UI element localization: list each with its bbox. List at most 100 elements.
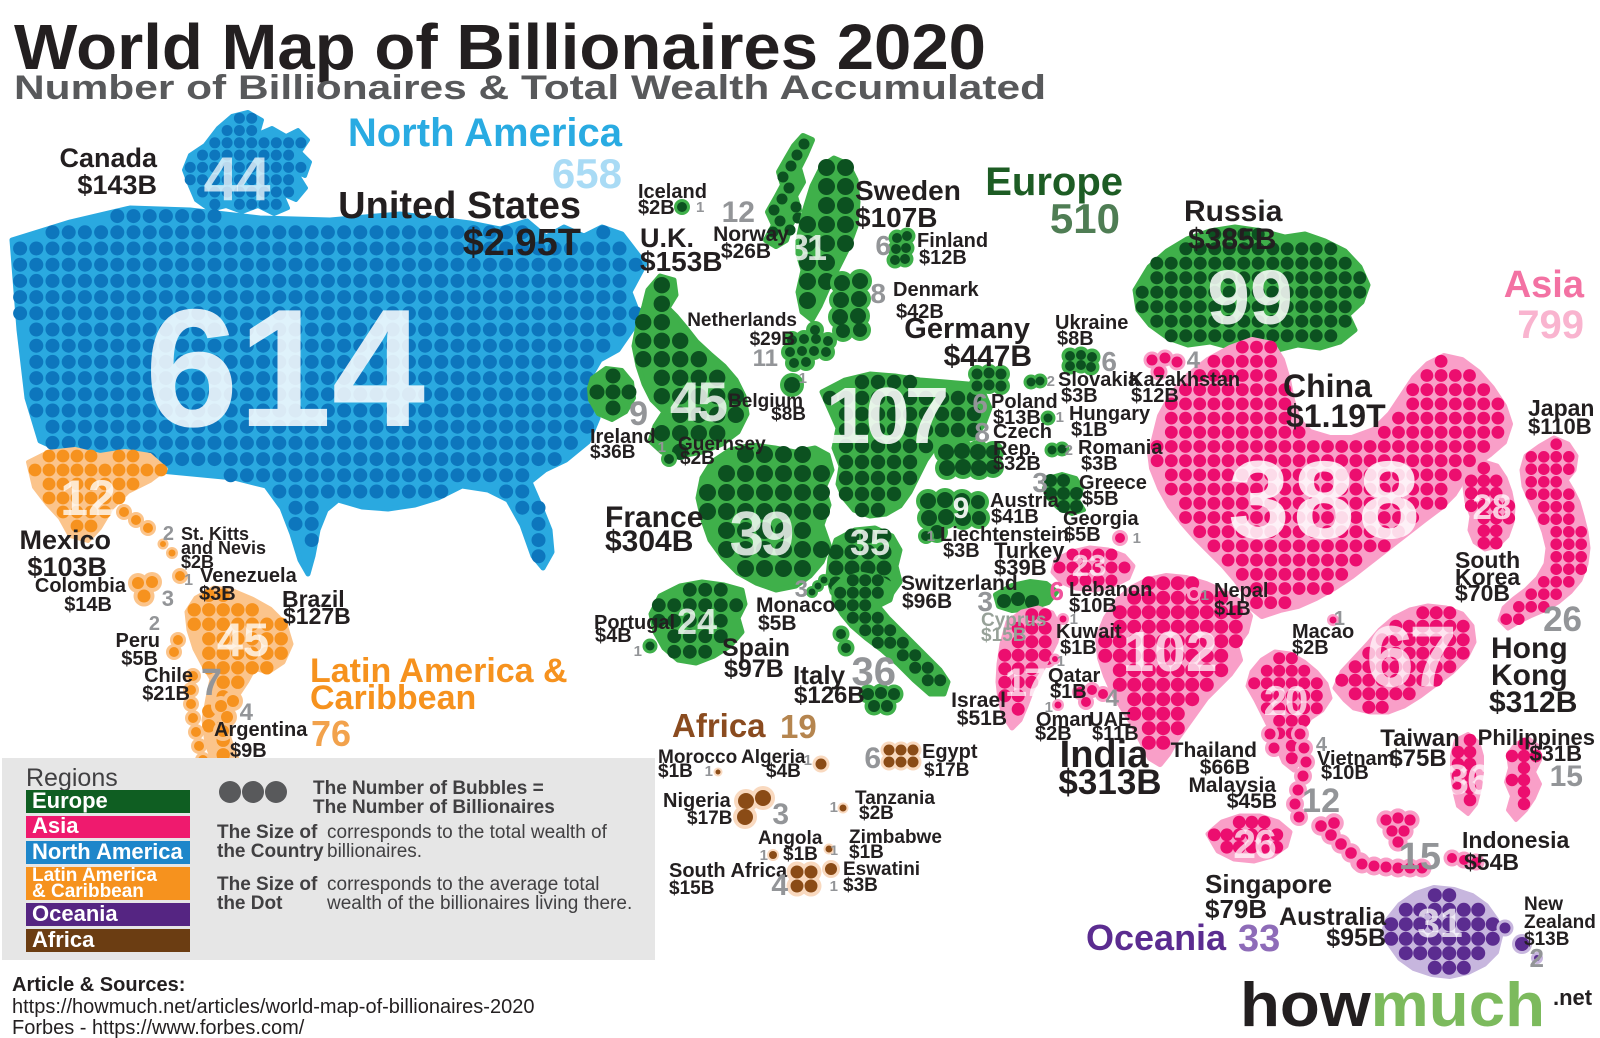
svg-text:9: 9 bbox=[953, 492, 970, 525]
svg-text:$14B: $14B bbox=[64, 594, 112, 616]
svg-text:Slovakia: Slovakia bbox=[1058, 369, 1140, 391]
svg-text:$66B: $66B bbox=[1200, 756, 1250, 779]
svg-text:$12B: $12B bbox=[1131, 385, 1179, 407]
svg-text:$4B: $4B bbox=[766, 761, 801, 782]
svg-text:$8B: $8B bbox=[771, 404, 806, 425]
svg-text:Lebanon: Lebanon bbox=[1069, 579, 1152, 601]
svg-text:Liechtenstein: Liechtenstein bbox=[940, 524, 1069, 546]
svg-text:Kong: Kong bbox=[1491, 659, 1568, 692]
svg-text:4: 4 bbox=[240, 699, 254, 726]
svg-text:Korea: Korea bbox=[1455, 564, 1520, 590]
svg-text:7: 7 bbox=[201, 662, 222, 704]
svg-text:$1B: $1B bbox=[1214, 598, 1251, 620]
svg-text:United States: United States bbox=[338, 185, 581, 227]
svg-text:$5B: $5B bbox=[758, 612, 797, 635]
svg-text:$304B: $304B bbox=[605, 525, 693, 558]
svg-text:New: New bbox=[1524, 894, 1563, 915]
svg-text:$13B: $13B bbox=[1524, 929, 1569, 950]
svg-text:2: 2 bbox=[163, 523, 174, 545]
svg-text:Finland: Finland bbox=[917, 230, 988, 252]
svg-text:$10B: $10B bbox=[1069, 595, 1117, 617]
svg-text:Australia: Australia bbox=[1279, 903, 1387, 931]
svg-text:12: 12 bbox=[1302, 782, 1340, 820]
svg-text:26: 26 bbox=[1543, 600, 1582, 639]
svg-text:$11B: $11B bbox=[1092, 723, 1139, 745]
svg-text:Qatar: Qatar bbox=[1048, 665, 1100, 687]
svg-text:67: 67 bbox=[1366, 609, 1454, 705]
svg-text:Poland: Poland bbox=[991, 391, 1058, 413]
svg-text:Latin America: Latin America bbox=[32, 865, 157, 886]
svg-text:$26B: $26B bbox=[721, 240, 771, 263]
svg-text:$31B: $31B bbox=[1529, 741, 1582, 766]
svg-text:Algeria: Algeria bbox=[741, 747, 806, 768]
svg-text:28: 28 bbox=[1473, 488, 1512, 527]
svg-text:1: 1 bbox=[1133, 530, 1141, 547]
svg-text:1: 1 bbox=[799, 370, 807, 387]
svg-text:$15B: $15B bbox=[669, 878, 714, 899]
svg-text:$2B: $2B bbox=[638, 197, 675, 219]
svg-text:Asia: Asia bbox=[32, 813, 79, 838]
svg-text:$110B: $110B bbox=[1528, 414, 1592, 439]
svg-text:$143B: $143B bbox=[77, 170, 157, 200]
svg-text:Canada: Canada bbox=[59, 143, 158, 173]
svg-text:$21B: $21B bbox=[142, 683, 190, 705]
svg-text:$1B: $1B bbox=[1050, 681, 1087, 703]
svg-text:2: 2 bbox=[1065, 442, 1073, 459]
svg-text:Zimbabwe: Zimbabwe bbox=[849, 827, 942, 848]
svg-text:Greece: Greece bbox=[1079, 472, 1147, 494]
svg-text:Hungary: Hungary bbox=[1069, 403, 1151, 425]
svg-text:$3B: $3B bbox=[1061, 385, 1098, 407]
svg-text:North America: North America bbox=[32, 839, 184, 864]
svg-text:Malaysia: Malaysia bbox=[1188, 774, 1276, 797]
svg-text:Philippines: Philippines bbox=[1478, 725, 1595, 750]
svg-text:17: 17 bbox=[1005, 661, 1045, 705]
svg-text:8: 8 bbox=[870, 278, 886, 309]
svg-text:.net: .net bbox=[1553, 985, 1593, 1010]
svg-text:$8B: $8B bbox=[1057, 328, 1094, 350]
svg-text:Caribbean: Caribbean bbox=[310, 679, 476, 717]
svg-text:UAE: UAE bbox=[1089, 709, 1131, 731]
svg-text:15: 15 bbox=[1399, 836, 1441, 878]
svg-text:Austria: Austria bbox=[990, 490, 1060, 512]
svg-text:31: 31 bbox=[789, 227, 827, 268]
svg-text:$2B: $2B bbox=[1035, 723, 1072, 745]
svg-text:102: 102 bbox=[1122, 620, 1217, 684]
svg-text:1: 1 bbox=[804, 752, 812, 769]
svg-text:the Dot: the Dot bbox=[217, 893, 283, 914]
svg-text:$312B: $312B bbox=[1489, 686, 1577, 719]
svg-text:Oman: Oman bbox=[1036, 709, 1093, 731]
svg-text:World Map of Billionaires 2020: World Map of Billionaires 2020 bbox=[14, 11, 986, 83]
svg-text:$3B: $3B bbox=[943, 540, 980, 562]
svg-text:Latin America &: Latin America & bbox=[310, 652, 568, 690]
svg-text:$45B: $45B bbox=[1227, 790, 1277, 813]
svg-text:$10B: $10B bbox=[1321, 762, 1369, 784]
svg-text:corresponds to the total wealt: corresponds to the total wealth of bbox=[327, 822, 608, 843]
svg-text:Rep.: Rep. bbox=[993, 438, 1036, 460]
svg-text:$13B: $13B bbox=[993, 407, 1041, 429]
svg-text:$4B: $4B bbox=[595, 625, 632, 647]
svg-text:Guernsey: Guernsey bbox=[678, 434, 766, 455]
svg-text:$51B: $51B bbox=[957, 707, 1007, 730]
svg-text:Sweden: Sweden bbox=[855, 175, 961, 206]
svg-text:The Size of: The Size of bbox=[217, 822, 318, 843]
svg-text:$42B: $42B bbox=[896, 301, 944, 323]
svg-text:$126B: $126B bbox=[794, 682, 865, 709]
svg-text:$3B: $3B bbox=[199, 583, 236, 605]
svg-text:36: 36 bbox=[852, 650, 897, 694]
svg-text:$1.19T: $1.19T bbox=[1286, 398, 1386, 434]
svg-text:howmuch: how much bbox=[1240, 971, 1545, 1038]
svg-text:$12B: $12B bbox=[919, 247, 967, 269]
svg-text:2: 2 bbox=[149, 613, 160, 635]
svg-text:$29B: $29B bbox=[750, 329, 795, 350]
svg-text:388: 388 bbox=[1228, 439, 1424, 562]
svg-text:$2.95T: $2.95T bbox=[463, 222, 581, 264]
svg-text:4: 4 bbox=[1187, 347, 1201, 374]
svg-text:Europe: Europe bbox=[32, 788, 108, 813]
svg-text:Egypt: Egypt bbox=[922, 741, 978, 763]
svg-text:Mexico: Mexico bbox=[19, 525, 111, 555]
svg-text:$1B: $1B bbox=[783, 844, 818, 865]
svg-text:$36B: $36B bbox=[590, 442, 635, 463]
svg-text:$17B: $17B bbox=[924, 760, 969, 781]
svg-text:$107B: $107B bbox=[855, 202, 938, 233]
svg-text:Africa: Africa bbox=[672, 707, 766, 744]
